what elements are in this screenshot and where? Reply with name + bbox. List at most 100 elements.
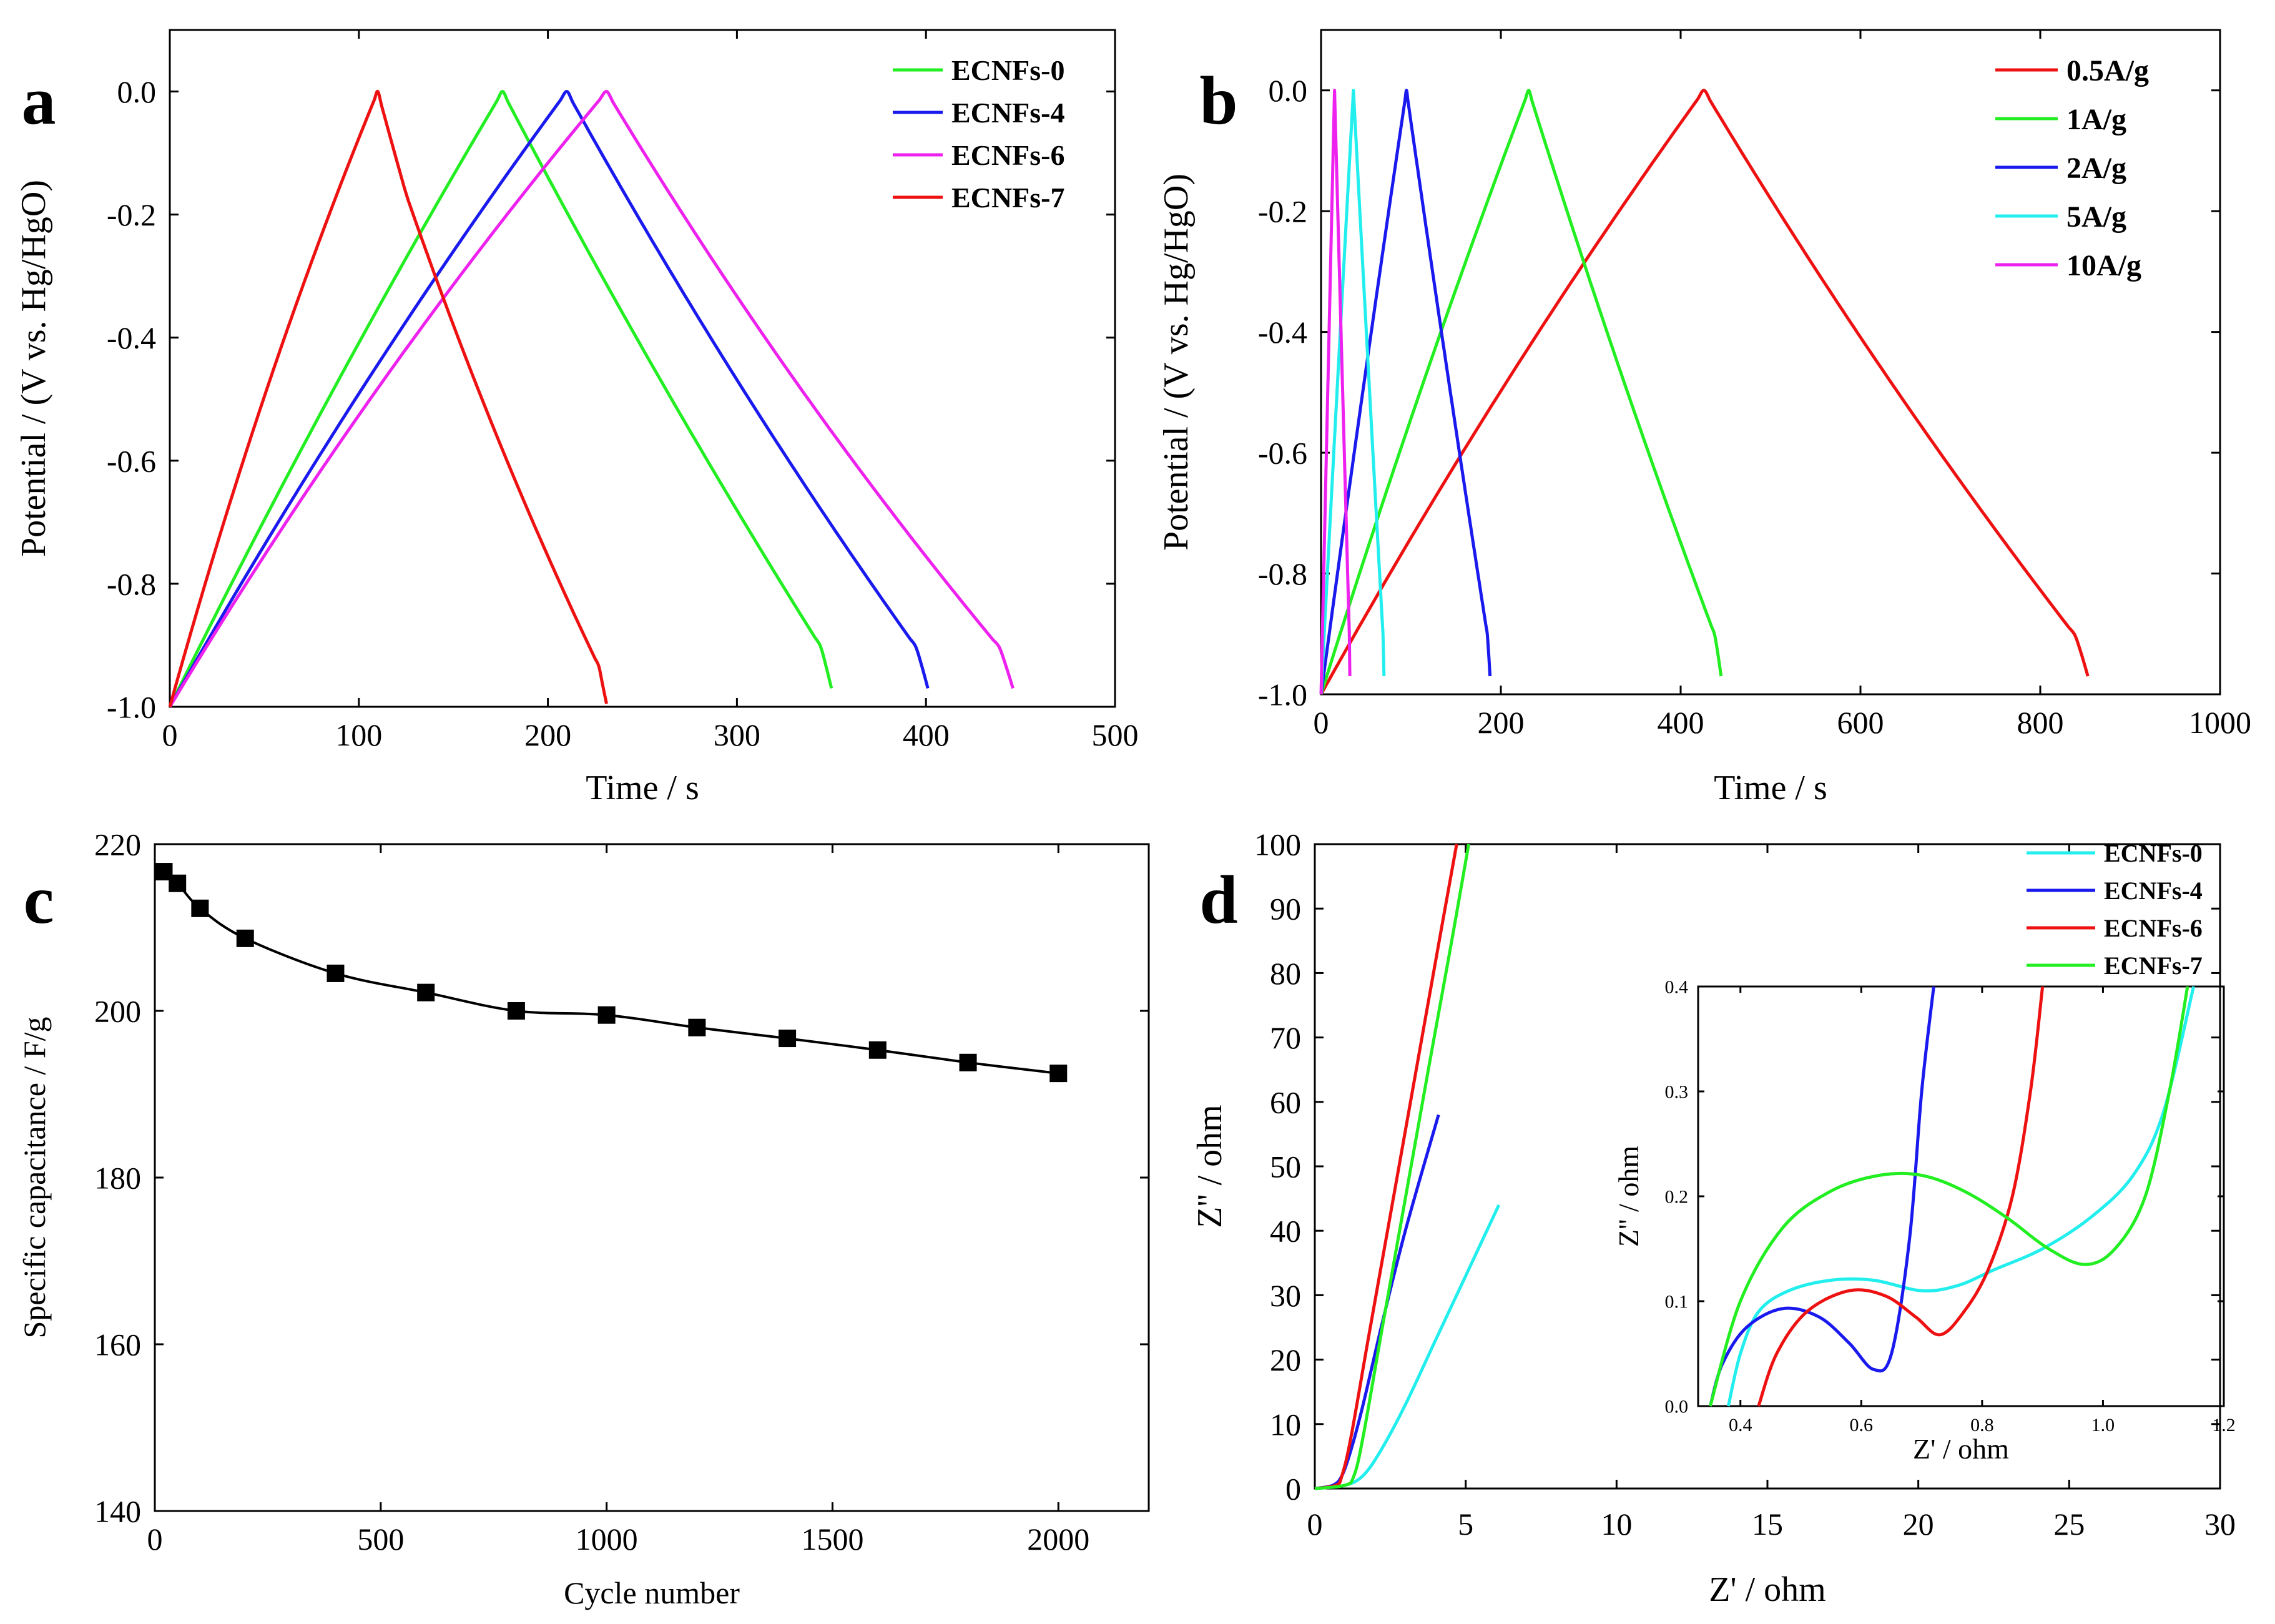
y-tick-label: 180 bbox=[94, 1161, 141, 1196]
panel-b: 0 200 400 600 800 1000 -1.0 -0.8 -0.6 -0.4 -0.2 0.0… bbox=[1157, 29, 2251, 807]
capacitance-point bbox=[191, 899, 209, 917]
y-tick-label: 0.0 bbox=[1269, 73, 1308, 108]
y-axis-label: Potential / (V vs. Hg/HgO) bbox=[1157, 174, 1196, 551]
x-tick-label: 0 bbox=[1314, 705, 1329, 740]
inset-curve-ECNFs-7 bbox=[1708, 986, 2189, 1407]
y-tick-label: 0.1 bbox=[1665, 1292, 1689, 1312]
x-tick-label: 1000 bbox=[576, 1522, 638, 1557]
x-tick-label: 10 bbox=[1601, 1507, 1632, 1542]
x-tick-label: 0 bbox=[147, 1522, 163, 1557]
legend-label: ECNFs-0 bbox=[951, 54, 1064, 86]
x-tick-label: 600 bbox=[1837, 705, 1884, 740]
legend-label: ECNFs-7 bbox=[2104, 952, 2203, 980]
y-tick-label: -1.0 bbox=[107, 690, 156, 725]
capacitance-point bbox=[959, 1053, 977, 1071]
x-tick-label: 1500 bbox=[801, 1522, 863, 1557]
y-tick-label: 0.3 bbox=[1665, 1082, 1689, 1103]
y-tick-label: -0.4 bbox=[107, 320, 156, 355]
capacitance-point bbox=[779, 1030, 797, 1048]
capacitance-point bbox=[236, 929, 254, 947]
x-tick-label: 0.8 bbox=[1970, 1415, 1994, 1435]
inset-curve-ECNFs-0 bbox=[1726, 986, 2196, 1407]
inset-curve-ECNFs-6 bbox=[1757, 986, 2045, 1407]
x-tick-label: 400 bbox=[1658, 705, 1704, 740]
gcd-curve-1A/g bbox=[1319, 89, 1723, 695]
x-axis-label: Time / s bbox=[586, 769, 699, 807]
capacitance-point bbox=[327, 964, 345, 982]
y-tick-label: -0.4 bbox=[1258, 315, 1307, 350]
x-tick-label: 25 bbox=[2053, 1507, 2085, 1542]
x-tick-label: 0.4 bbox=[1729, 1415, 1752, 1435]
x-axis-label: Z' / ohm bbox=[1709, 1570, 1825, 1609]
legend-label: ECNFs-4 bbox=[2104, 877, 2203, 905]
legend-label: ECNFs-6 bbox=[2104, 914, 2203, 942]
x-tick-label: 1.2 bbox=[2212, 1415, 2236, 1435]
y-tick-label: 0.0 bbox=[117, 74, 157, 109]
y-tick-label: 0.0 bbox=[1665, 1397, 1689, 1417]
panel-letter-a: a bbox=[22, 62, 56, 139]
gcd-curve-ECNFs-7 bbox=[168, 89, 608, 707]
x-tick-label: 15 bbox=[1752, 1507, 1783, 1542]
x-tick-label: 1.0 bbox=[2091, 1415, 2115, 1435]
capacitance-point bbox=[1049, 1065, 1068, 1083]
gcd-curve-ECNFs-0 bbox=[168, 90, 833, 708]
y-axis-label: Z'' / ohm bbox=[1613, 1146, 1644, 1247]
panel-d-inset: 0.4 0.6 0.8 1.0 1.2 0.0 0.1 0.2 0.3 0.4 Z' / ohm Z'… bbox=[1613, 977, 2236, 1465]
gcd-curve-10A/g bbox=[1319, 89, 1352, 695]
y-tick-label: 20 bbox=[1270, 1342, 1301, 1377]
x-tick-label: 200 bbox=[1478, 705, 1525, 740]
y-tick-label: 220 bbox=[94, 827, 141, 862]
panel-letter-d: d bbox=[1199, 862, 1237, 938]
y-axis-label: Specific capacitance / F/g bbox=[17, 1016, 52, 1338]
gcd-curve-2A/g bbox=[1319, 89, 1492, 695]
y-tick-label: 30 bbox=[1270, 1278, 1301, 1313]
y-axis-label: Potential / (V vs. Hg/HgO) bbox=[14, 180, 53, 557]
panel-a: 0 100 200 300 400 500 -1.0 -0.8 -0.6 -0.4 -0.2 0.0 T… bbox=[14, 29, 1139, 807]
x-tick-label: 30 bbox=[2204, 1507, 2236, 1542]
nyquist-curve-ECNFs-0 bbox=[1314, 1204, 1501, 1490]
y-tick-label: 0.2 bbox=[1665, 1187, 1689, 1208]
capacitance-point bbox=[169, 874, 187, 892]
capacitance-point bbox=[868, 1041, 887, 1059]
y-tick-label: 0 bbox=[1285, 1472, 1301, 1507]
nyquist-curve-ECNFs-7 bbox=[1314, 844, 1470, 1490]
y-tick-label: -0.8 bbox=[1258, 556, 1307, 591]
panel-c: 0 500 1000 1500 2000 140 160 180 200 220 Cycle num… bbox=[17, 827, 1150, 1610]
legend-label: 2A/g bbox=[2066, 152, 2126, 185]
legend-label: ECNFs-0 bbox=[2104, 839, 2203, 867]
inset-curve-ECNFs-4 bbox=[1708, 986, 1935, 1407]
x-tick-label: 5 bbox=[1458, 1507, 1473, 1542]
y-axis-label: Z'' / ohm bbox=[1191, 1105, 1229, 1228]
gcd-curve-0.5A/g bbox=[1319, 89, 2090, 696]
x-tick-label: 300 bbox=[714, 717, 760, 752]
x-tick-label: 0 bbox=[1307, 1507, 1323, 1542]
legend-label: ECNFs-7 bbox=[951, 182, 1064, 214]
gcd-curve-ECNFs-6 bbox=[168, 90, 1015, 708]
y-tick-label: -0.8 bbox=[107, 566, 156, 601]
y-tick-label: 200 bbox=[94, 994, 141, 1029]
x-tick-label: 0 bbox=[162, 717, 178, 752]
legend-label: 5A/g bbox=[2066, 200, 2126, 234]
y-tick-label: -1.0 bbox=[1258, 677, 1307, 712]
y-tick-label: 40 bbox=[1270, 1214, 1301, 1249]
y-tick-label: 0.4 bbox=[1665, 977, 1689, 998]
nyquist-curve-ECNFs-6 bbox=[1314, 844, 1458, 1490]
capacitance-point bbox=[688, 1018, 706, 1036]
panel-letter-c: c bbox=[24, 862, 54, 938]
capacitance-line bbox=[163, 870, 1059, 1075]
gcd-curve-5A/g bbox=[1319, 89, 1386, 695]
gcd-curve-ECNFs-4 bbox=[168, 90, 930, 708]
x-tick-label: 500 bbox=[1092, 717, 1139, 752]
y-tick-label: 160 bbox=[94, 1327, 141, 1362]
legend-label: ECNFs-4 bbox=[951, 97, 1064, 129]
x-axis-label: Cycle number bbox=[564, 1575, 740, 1610]
y-tick-label: 60 bbox=[1270, 1085, 1301, 1120]
x-tick-label: 400 bbox=[903, 717, 950, 752]
x-axis-label: Z' / ohm bbox=[1913, 1433, 2009, 1465]
y-tick-label: -0.2 bbox=[1258, 194, 1307, 229]
y-tick-label: -0.2 bbox=[107, 197, 156, 232]
x-axis-label: Time / s bbox=[1714, 769, 1827, 807]
panel-letter-b: b bbox=[1199, 62, 1237, 139]
nyquist-curve-ECNFs-4 bbox=[1314, 1114, 1440, 1490]
